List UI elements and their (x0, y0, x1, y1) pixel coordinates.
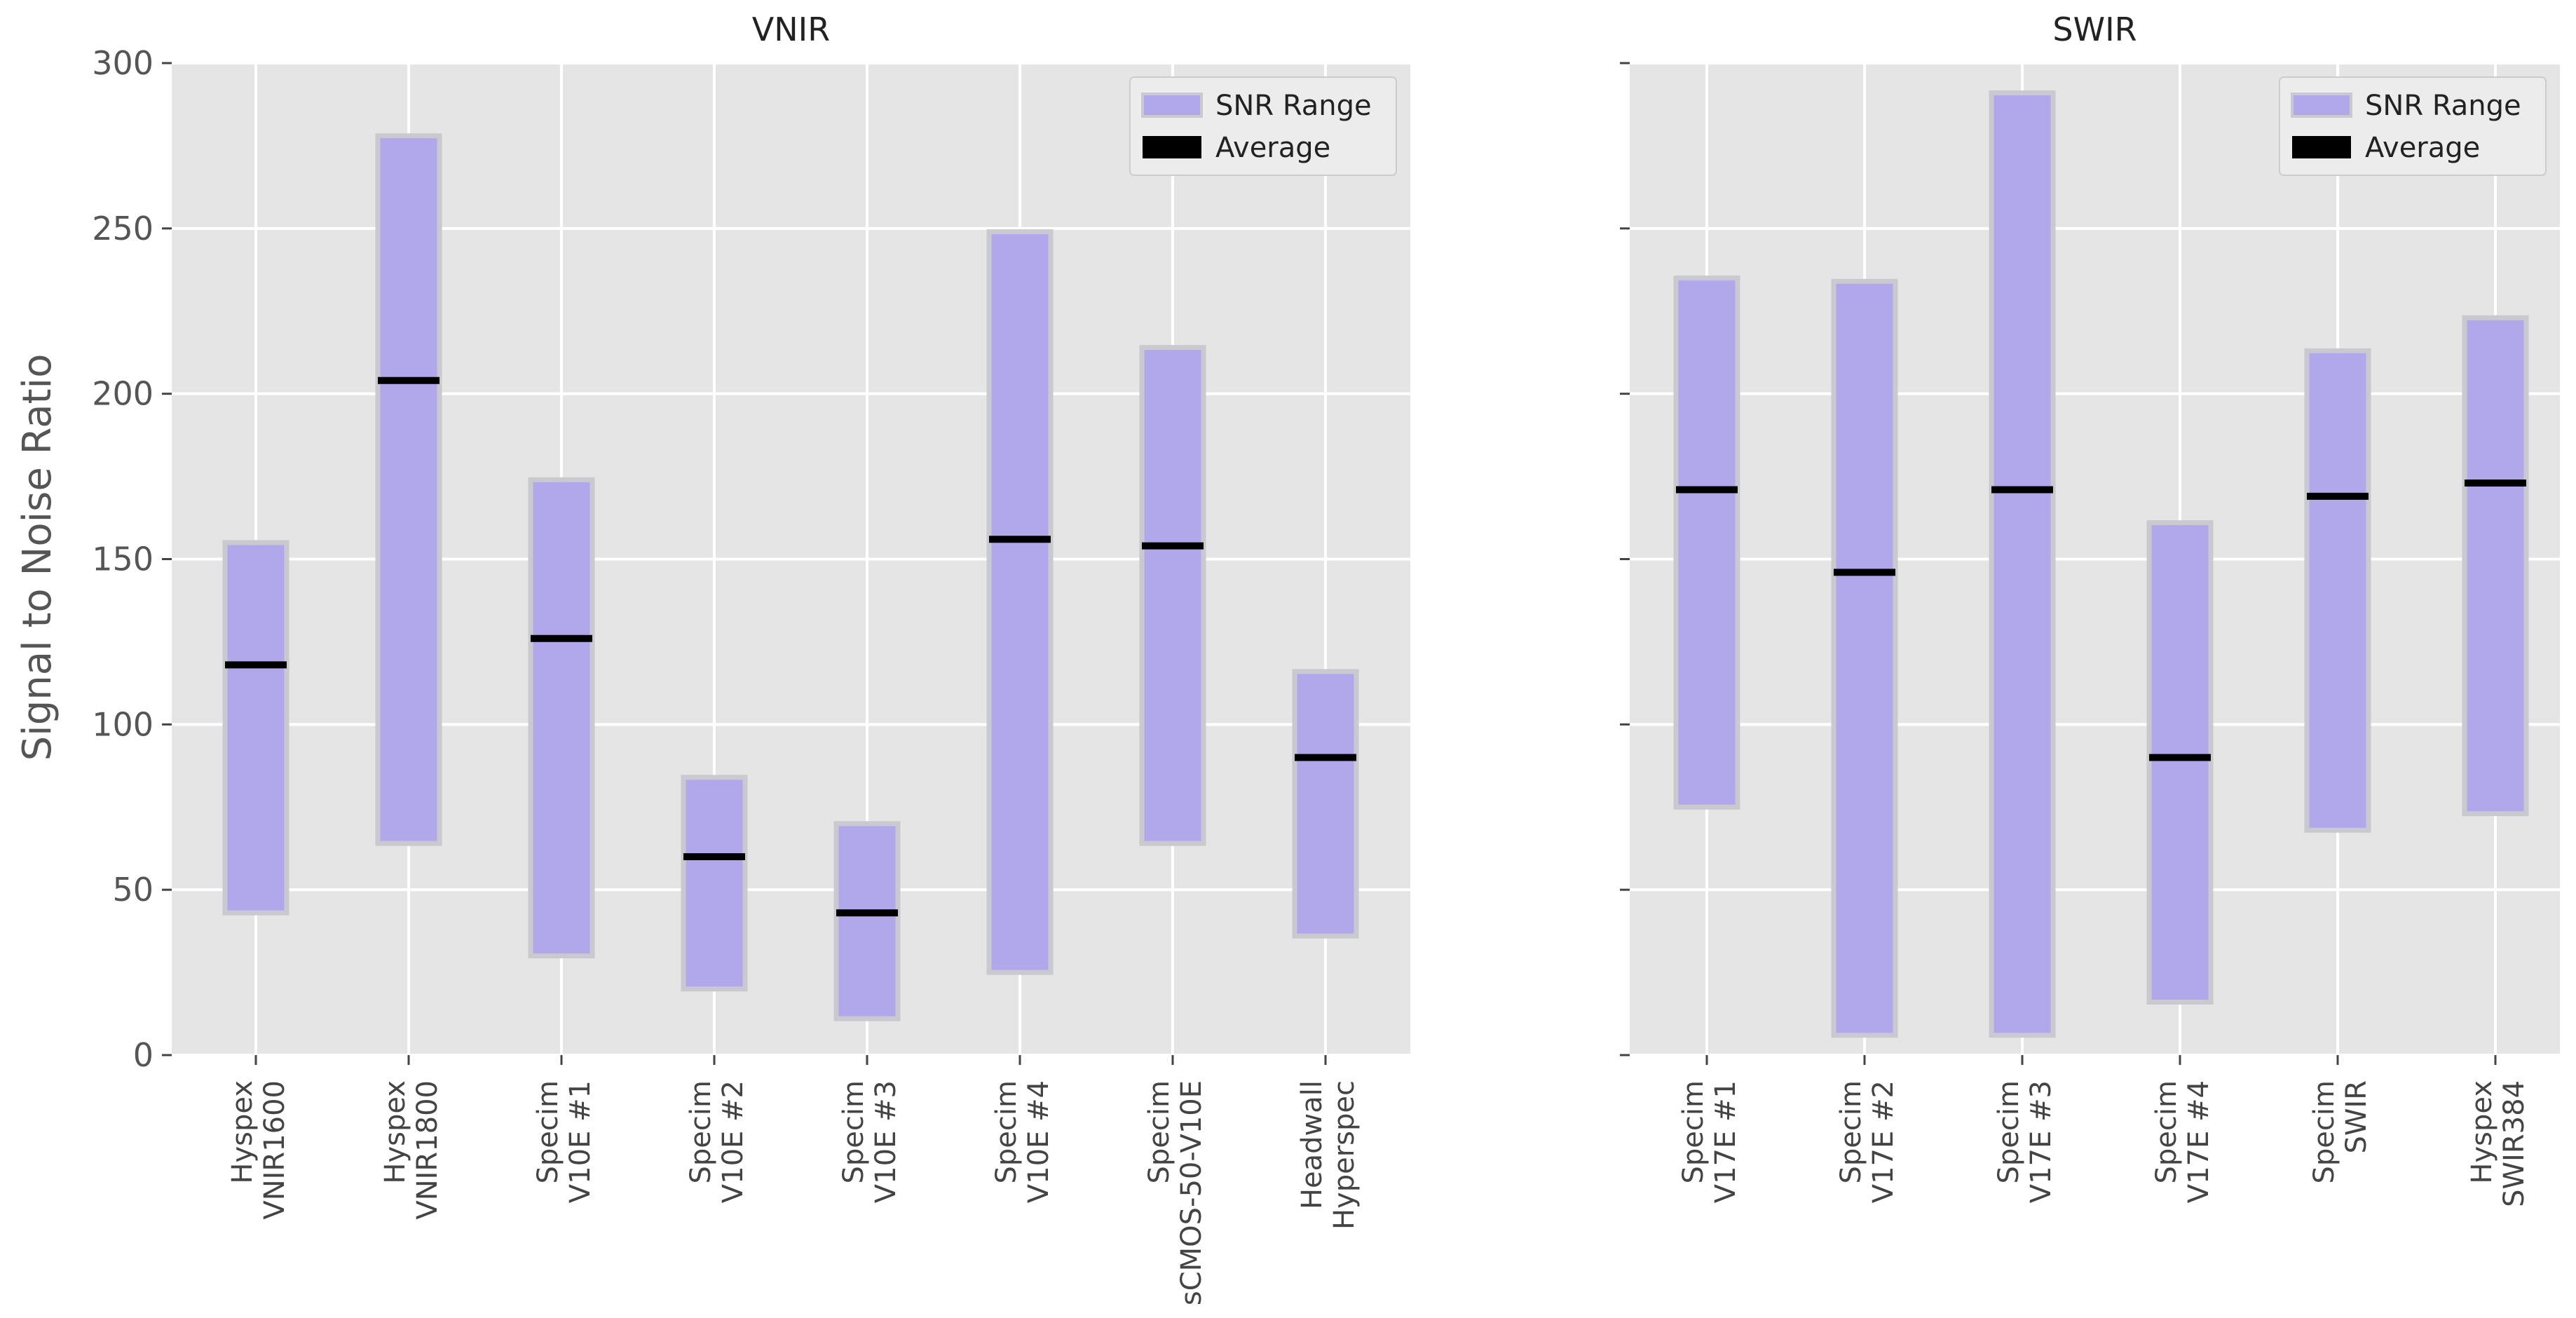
snr-range-bar (1673, 276, 1740, 810)
x-tick-label-line: V10E #1 (564, 1080, 597, 1203)
x-tick-label-line: SWIR (2340, 1080, 2373, 1154)
x-tick-label-line: V17E #1 (1710, 1080, 1742, 1203)
snr-range-bar (2146, 520, 2214, 1005)
x-tick-label-line: V10E #3 (870, 1080, 902, 1203)
x-tick-label-line: Specim (1143, 1080, 1175, 1183)
x-tick-label-line: V17E #2 (1867, 1080, 1900, 1203)
x-tick-label-line: Specim (685, 1080, 717, 1183)
x-tick-label-line: V10E #2 (717, 1080, 749, 1203)
snr-range-bar (1139, 345, 1206, 846)
legend-label-range: SNR Range (2365, 90, 2521, 122)
snr-range-bar (833, 821, 901, 1021)
x-tick-label-line: Hyperspec (1328, 1080, 1361, 1230)
y-axis-label: Signal to Noise Ratio (15, 354, 60, 761)
y-tick-label: 100 (92, 705, 154, 743)
x-tick-label: SpecimV17E #1 (1677, 1080, 1742, 1203)
snr-range-bar (1831, 278, 1898, 1038)
x-tick-label: HeadwallHyperspec (1296, 1080, 1361, 1230)
snr-range-bar (222, 540, 289, 916)
legend-label-average: Average (1215, 132, 1330, 164)
snr-range-bar (681, 775, 748, 992)
swir-panel: SpecimV17E #1 SpecimV17E #2 SpecimV17E #3 S… (1620, 11, 2560, 1207)
legend-swatch-average (1143, 136, 1201, 158)
snr-range-bar (2462, 315, 2529, 817)
x-tick-label-line: VNIR1600 (259, 1080, 291, 1220)
x-tick-label-line: Headwall (1296, 1080, 1328, 1209)
x-tick-label: SpecimV10E #3 (838, 1080, 902, 1203)
legend-swatch-range (2291, 93, 2352, 118)
y-tick-label: 200 (92, 375, 154, 413)
snr-range-bar (2304, 348, 2371, 833)
x-tick-label: SpecimV10E #4 (990, 1080, 1055, 1203)
x-tick-label-line: sCMOS-50-V10E (1175, 1080, 1208, 1305)
x-tick-label: SpecimV10E #1 (532, 1080, 597, 1203)
panel-title: SWIR (2052, 11, 2137, 48)
x-tick-label: HyspexVNIR1800 (379, 1080, 444, 1220)
snr-range-bar (528, 477, 595, 958)
x-tick-label: SpecimV17E #3 (1993, 1080, 2057, 1203)
legend-label-average: Average (2365, 132, 2480, 164)
x-tick-label-line: Specim (838, 1080, 870, 1183)
x-tick-label-line: Specim (2308, 1080, 2340, 1183)
snr-range-bar (1292, 669, 1359, 939)
x-tick-label-line: Hyspex (379, 1080, 411, 1184)
x-tick-label-line: V17E #3 (2025, 1080, 2057, 1203)
x-tick-label-line: VNIR1800 (411, 1080, 444, 1220)
y-tick-label: 50 (112, 871, 154, 909)
legend-label-range: SNR Range (1215, 90, 1372, 122)
snr-range-bar (986, 229, 1054, 975)
y-tick-label: 300 (92, 44, 154, 82)
x-tick-label-line: V10E #4 (1023, 1080, 1055, 1203)
y-tick-label: 0 (133, 1036, 154, 1074)
x-tick-label-line: Specim (1993, 1080, 2025, 1183)
x-tick-label: SpecimV10E #2 (685, 1080, 749, 1203)
x-tick-label: SpecimsCMOS-50-V10E (1143, 1080, 1208, 1305)
y-tick-label: 150 (92, 541, 154, 578)
x-tick-label-line: Specim (1677, 1080, 1710, 1183)
legend-swatch-average (2292, 136, 2351, 158)
x-tick-label-line: Specim (990, 1080, 1023, 1183)
x-tick-label-line: Specim (532, 1080, 564, 1183)
x-tick-label-line: Specim (1835, 1080, 1867, 1183)
x-tick-label: SpecimV17E #4 (2151, 1080, 2215, 1203)
x-tick-label: SpecimSWIR (2308, 1080, 2373, 1183)
x-tick-label-line: Hyspex (226, 1080, 259, 1184)
snr-range-bar (375, 133, 442, 846)
snr-range-bar (1989, 90, 2056, 1038)
x-tick-label-line: V17E #4 (2183, 1080, 2215, 1203)
x-tick-label: SpecimV17E #2 (1835, 1080, 1900, 1203)
panel-title: VNIR (752, 11, 830, 48)
x-tick-label-line: Hyspex (2466, 1080, 2498, 1184)
x-tick-label-line: Specim (2151, 1080, 2183, 1183)
x-tick-label: HyspexVNIR1600 (226, 1080, 291, 1220)
legend-swatch-range (1141, 93, 1203, 118)
y-tick-label: 250 (92, 210, 154, 247)
x-tick-label-line: SWIR384 (2498, 1080, 2530, 1207)
x-tick-label: HyspexSWIR384 (2466, 1080, 2530, 1207)
